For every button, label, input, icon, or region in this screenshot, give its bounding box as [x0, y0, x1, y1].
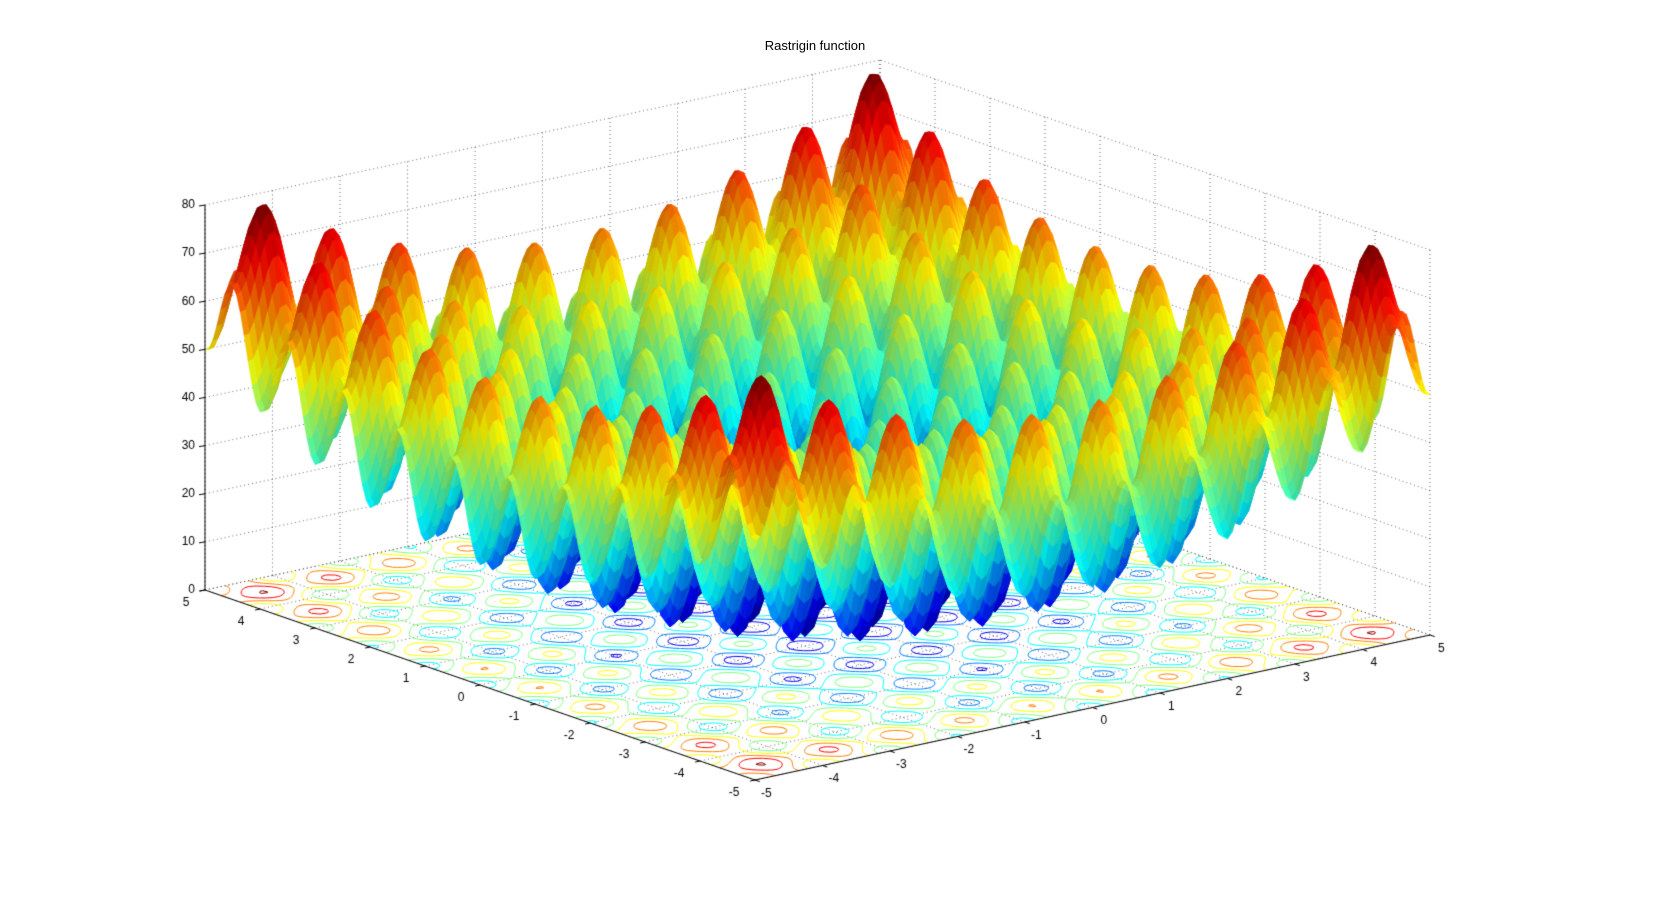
chart-title: Rastrigin function: [764, 38, 866, 53]
